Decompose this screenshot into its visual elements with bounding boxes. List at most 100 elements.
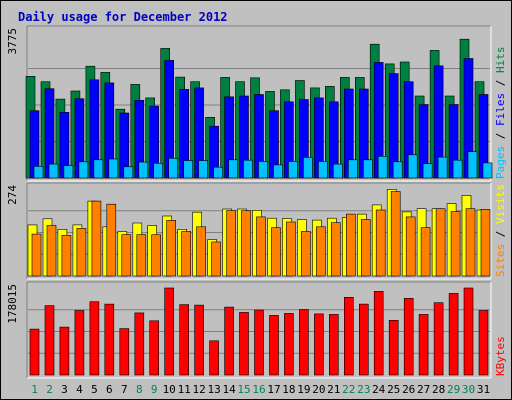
- day-label-20: 20: [312, 383, 325, 396]
- day-label-17: 17: [267, 383, 280, 396]
- hits-panel-ytick-label: 3775: [6, 28, 19, 55]
- day-label-31: 31: [477, 383, 490, 396]
- visits-panel-sites-bar-4: [76, 228, 87, 277]
- visits-panel-sites-bar-31: [480, 209, 491, 277]
- visits-panel-legend-part-2: Visits: [494, 184, 507, 224]
- day-label-11: 11: [178, 383, 191, 396]
- day-label-8: 8: [136, 383, 143, 396]
- hits-panel-pages-bar-11: [183, 160, 193, 179]
- day-label-2: 2: [46, 383, 53, 396]
- kbytes-panel-kbytes-bar-4: [74, 310, 85, 376]
- day-label-19: 19: [297, 383, 310, 396]
- day-label-9: 9: [151, 383, 158, 396]
- hits-panel-legend-part-2: Files: [494, 93, 507, 126]
- hits-panel-legend-part-3: /: [494, 73, 507, 93]
- kbytes-panel-kbytes-bar-28: [433, 302, 444, 376]
- hits-panel-pages-bar-8: [138, 161, 149, 179]
- visits-panel-sites-bar-16: [256, 216, 266, 277]
- visits-panel-sites-bar-12: [196, 226, 206, 277]
- kbytes-panel-kbytes-bar-10: [164, 287, 174, 376]
- day-label-4: 4: [76, 383, 83, 396]
- hits-panel-pages-bar-12: [198, 160, 208, 179]
- kbytes-panel-kbytes-bar-11: [179, 304, 189, 376]
- visits-panel-ytick-label: 274: [6, 185, 19, 205]
- hits-panel-pages-bar-6: [108, 158, 119, 179]
- hits-panel-pages-bar-29: [452, 159, 463, 179]
- hits-panel-pages-bar-23: [362, 159, 373, 179]
- hits-panel-pages-bar-17: [273, 164, 283, 179]
- kbytes-panel-kbytes-bar-20: [314, 313, 324, 376]
- day-label-5: 5: [91, 383, 98, 396]
- hits-panel-legend: Pages / Files / Hits: [494, 47, 507, 180]
- day-label-22: 22: [342, 383, 355, 396]
- kbytes-panel-kbytes-bar-16: [254, 309, 264, 376]
- kbytes-panel-kbytes-bar-17: [269, 315, 279, 376]
- hits-panel-pages-bar-19: [303, 157, 313, 179]
- hits-panel-pages-bar-18: [288, 161, 298, 179]
- visits-panel-sites-bar-19: [301, 231, 311, 277]
- hits-panel-pages-bar-16: [258, 161, 268, 179]
- visits-panel-sites-bar-20: [316, 226, 326, 277]
- day-label-28: 28: [432, 383, 445, 396]
- visits-panel-sites-bar-26: [405, 216, 416, 277]
- hits-panel-pages-bar-31: [482, 162, 493, 179]
- day-label-1: 1: [31, 383, 38, 396]
- day-label-16: 16: [252, 383, 265, 396]
- day-label-14: 14: [222, 383, 236, 396]
- day-label-24: 24: [372, 383, 386, 396]
- hits-panel-pages-bar-24: [377, 156, 388, 179]
- hits-panel-pages-bar-9: [153, 163, 163, 179]
- kbytes-panel-kbytes-bar-29: [448, 293, 459, 376]
- hits-panel-pages-bar-2: [48, 163, 59, 179]
- hits-panel-pages-bar-15: [243, 159, 253, 179]
- hits-panel-pages-bar-7: [123, 166, 134, 179]
- day-label-27: 27: [417, 383, 430, 396]
- hits-panel-pages-bar-21: [332, 163, 343, 179]
- kbytes-panel-kbytes-bar-7: [119, 328, 130, 376]
- day-label-18: 18: [282, 383, 295, 396]
- visits-panel-sites-bar-2: [46, 225, 57, 277]
- visits-panel-sites-bar-8: [136, 234, 147, 277]
- kbytes-panel-kbytes-bar-9: [149, 320, 159, 376]
- visits-panel-sites-bar-28: [435, 208, 446, 277]
- hits-panel-pages-bar-5: [93, 159, 104, 179]
- kbytes-panel-kbytes-bar-2: [44, 305, 55, 376]
- kbytes-panel-kbytes-bar-22: [343, 296, 354, 376]
- kbytes-panel-kbytes-bar-1: [29, 328, 40, 376]
- visits-panel-sites-bar-3: [61, 235, 72, 277]
- visits-panel-sites-bar-21: [330, 222, 341, 277]
- day-label-23: 23: [357, 383, 370, 396]
- visits-panel-sites-bar-1: [31, 233, 42, 277]
- kbytes-panel-legend: KBytes: [494, 336, 507, 376]
- hits-panel-legend-part-4: Hits: [494, 47, 507, 74]
- kbytes-panel-ytick-label: 178015: [6, 284, 19, 324]
- kbytes-panel-kbytes-bar-21: [328, 314, 339, 376]
- day-label-12: 12: [192, 383, 205, 396]
- kbytes-panel-kbytes-bar-31: [478, 310, 489, 376]
- visits-panel-sites-bar-14: [226, 210, 236, 277]
- day-label-6: 6: [106, 383, 113, 396]
- kbytes-panel-kbytes-bar-26: [403, 297, 414, 376]
- day-label-7: 7: [121, 383, 128, 396]
- visits-panel-sites-bar-11: [181, 231, 191, 277]
- day-label-3: 3: [61, 383, 68, 396]
- hits-panel-pages-bar-10: [168, 158, 178, 179]
- visits-panel-legend-part-0: Sites: [494, 244, 507, 277]
- visits-panel-sites-bar-22: [345, 213, 356, 277]
- kbytes-panel-kbytes-bar-5: [89, 301, 100, 376]
- kbytes-panel-legend-part-0: KBytes: [494, 336, 507, 376]
- hits-panel-pages-bar-3: [63, 165, 74, 179]
- kbytes-panel-kbytes-bar-23: [358, 303, 369, 376]
- visits-panel-sites-bar-9: [151, 234, 161, 277]
- visits-panel-legend-part-1: /: [494, 224, 507, 244]
- day-label-30: 30: [462, 383, 475, 396]
- kbytes-panel-kbytes-bar-25: [388, 319, 399, 376]
- visits-panel-sites-bar-17: [271, 227, 281, 277]
- day-label-10: 10: [163, 383, 176, 396]
- visits-panel-sites-bar-5: [91, 200, 102, 277]
- day-label-15: 15: [237, 383, 250, 396]
- visits-panel-sites-bar-18: [286, 221, 296, 277]
- hits-panel-pages-bar-4: [78, 161, 89, 179]
